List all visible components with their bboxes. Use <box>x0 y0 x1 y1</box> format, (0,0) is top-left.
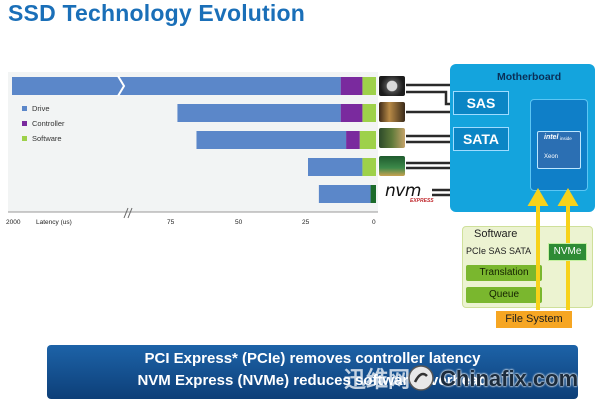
nvme-driver-box: NVMe <box>548 243 587 261</box>
banner-line-1: PCI Express* (PCIe) removes controller l… <box>144 350 481 367</box>
queue-layer: Queue <box>466 287 542 303</box>
bar-sata-ssd-controller <box>346 131 360 149</box>
xeon-chip <box>537 131 581 169</box>
legacy-arrow-head <box>527 188 549 206</box>
legend-item-controller: Controller <box>22 116 65 131</box>
pcie-ssd-image <box>379 156 405 176</box>
sas-port: SAS <box>453 91 509 115</box>
bar-nvme-ssd-drive <box>318 185 371 203</box>
legend-swatch-controller <box>22 121 27 126</box>
watermark-en-text: Chinafix.com <box>440 366 579 391</box>
bar-sas-ssd-controller <box>340 104 363 122</box>
x-tick-label: 25 <box>302 219 310 226</box>
sas-ssd-image <box>379 102 405 122</box>
banner-line-2: NVM Express (NVMe) reduces software over… <box>137 372 488 389</box>
pcie-sas-sata-label: PCIe SAS SATA <box>466 246 532 256</box>
bar-sata-ssd-software <box>359 131 376 149</box>
file-system-box: File System <box>496 311 572 328</box>
bar-pcie-ssd-drive <box>308 158 363 176</box>
legend-swatch-drive <box>22 106 27 111</box>
sata-port: SATA <box>453 127 509 151</box>
bar-break-marker <box>117 75 126 97</box>
bar-hdd-software <box>362 77 376 95</box>
axis-break-marker <box>123 207 133 219</box>
legend-item-drive: Drive <box>22 101 65 116</box>
legend-label-controller: Controller <box>32 119 65 128</box>
x-tick-label: 50 <box>235 219 243 226</box>
x-tick-label: 2000 <box>6 219 21 226</box>
nvm-express-logo-sub: EXPRESS <box>410 198 434 204</box>
bar-sas-ssd-software <box>362 104 376 122</box>
software-title: Software <box>474 228 518 240</box>
chinafix-logo-icon <box>408 365 434 391</box>
hdd-image <box>379 76 405 96</box>
slide-title: SSD Technology Evolution <box>8 0 305 26</box>
summary-banner <box>47 345 578 399</box>
bar-hdd-drive <box>12 77 341 95</box>
x-axis-title: Latency (us) <box>36 219 72 226</box>
legend-label-software: Software <box>32 134 62 143</box>
nvm-express-logo: nvm <box>385 181 421 201</box>
sata-ssd-image <box>379 128 405 148</box>
nvme-arrow-head <box>557 188 579 206</box>
intel-brand: intel <box>544 134 559 141</box>
xeon-model: Xeon <box>544 154 559 160</box>
watermark-cn-text: 迅维网 <box>344 367 411 392</box>
intel-inside-text: inside <box>560 136 572 141</box>
legend-item-software: Software <box>22 131 65 146</box>
legend-swatch-software <box>22 136 27 141</box>
bar-pcie-ssd-software <box>362 158 376 176</box>
motherboard-title: Motherboard <box>497 71 562 83</box>
bar-nvme-ssd-interface <box>370 185 376 203</box>
translation-layer: Translation <box>466 265 542 281</box>
x-tick-label: 75 <box>167 219 175 226</box>
legend-label-drive: Drive <box>32 104 50 113</box>
chart-legend: Drive Controller Software <box>22 101 65 146</box>
x-tick-label: 0 <box>372 219 376 226</box>
bar-sas-ssd-drive <box>177 104 341 122</box>
bar-sata-ssd-drive <box>196 131 347 149</box>
bar-hdd-controller <box>340 77 363 95</box>
